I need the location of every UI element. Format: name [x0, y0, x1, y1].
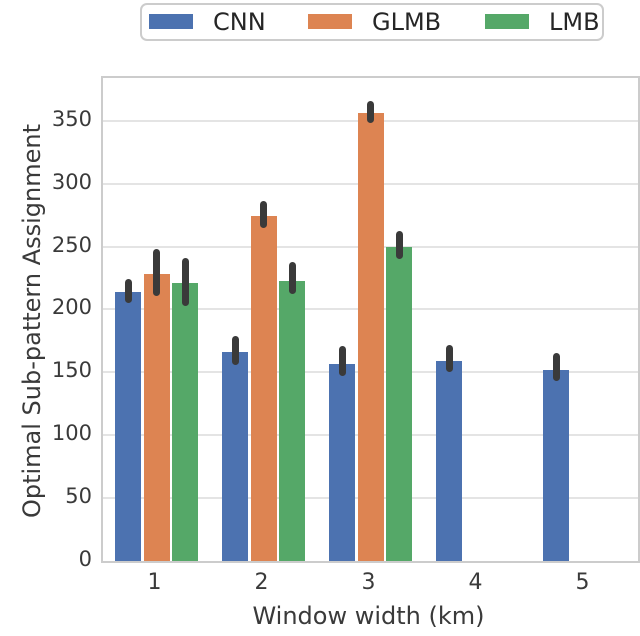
y-tick-label-100: 100 [51, 421, 92, 446]
bar-cnn-3 [329, 363, 355, 561]
error-bar-cnn-5 [552, 353, 560, 382]
y-tick-label-250: 250 [51, 232, 92, 257]
y-tick-label-150: 150 [51, 358, 92, 383]
bar-cnn-2 [222, 352, 248, 561]
x-tick-label-5: 5 [575, 570, 590, 595]
error-bar-glmb-3 [367, 100, 374, 124]
legend-swatch-lmb [485, 14, 529, 29]
x-tick-label-2: 2 [254, 570, 269, 595]
error-bar-lmb-2 [288, 261, 296, 295]
bar-lmb-2 [279, 280, 305, 561]
bar-cnn-5 [543, 369, 569, 561]
legend-label-glmb: GLMB [372, 8, 442, 36]
error-bar-cnn-1 [124, 279, 132, 304]
error-bar-lmb-1 [181, 257, 189, 306]
error-bar-cnn-4 [445, 344, 453, 373]
y-tick-label-350: 350 [51, 106, 92, 131]
error-bar-cnn-2 [231, 335, 239, 365]
x-axis-label: Window width (km) [252, 602, 485, 630]
bar-glmb-2 [250, 216, 277, 561]
bar-cnn-4 [436, 361, 462, 561]
y-tick-label-0: 0 [78, 547, 92, 571]
x-tick-label-3: 3 [361, 570, 376, 595]
legend-label-lmb: LMB [549, 8, 600, 36]
x-tick-label-4: 4 [468, 570, 483, 595]
chart-legend: CNN GLMB LMB [140, 3, 604, 41]
y-axis-label: Optimal Sub-pattern Assignment [18, 123, 46, 519]
bar-lmb-3 [386, 246, 412, 561]
y-tick-label-50: 50 [65, 484, 92, 509]
legend-label-cnn: CNN [213, 8, 266, 36]
error-bar-lmb-3 [395, 231, 403, 260]
bar-glmb-1 [143, 274, 170, 561]
y-tick-label-200: 200 [51, 295, 92, 320]
y-tick-label-300: 300 [51, 169, 92, 194]
error-bar-cnn-3 [338, 345, 346, 377]
bar-glmb-3 [357, 113, 384, 561]
legend-swatch-glmb [308, 14, 352, 29]
error-bar-glmb-1 [153, 249, 160, 296]
x-tick-label-1: 1 [147, 570, 162, 595]
error-bar-glmb-2 [260, 201, 267, 228]
bar-lmb-1 [172, 283, 198, 561]
legend-swatch-cnn [149, 14, 193, 29]
bar-cnn-1 [115, 291, 141, 561]
plot-area [101, 76, 640, 563]
